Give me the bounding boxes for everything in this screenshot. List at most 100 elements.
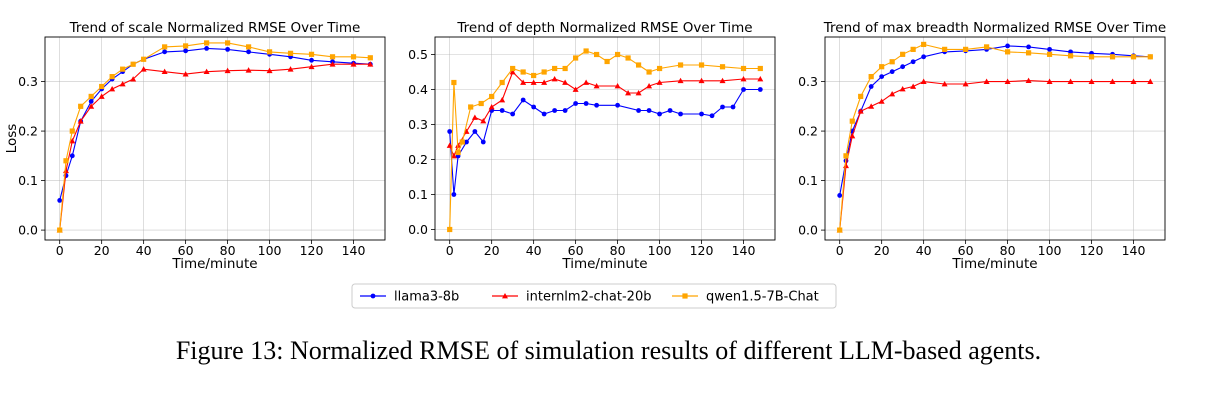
- x-tick-label: 100: [648, 243, 672, 258]
- data-point: [1130, 54, 1137, 60]
- data-point: [625, 55, 631, 61]
- data-point: [594, 51, 600, 58]
- y-tick-label: 0.1: [408, 187, 428, 202]
- legend-label: llama3-8b: [394, 290, 459, 305]
- data-point: [583, 101, 589, 106]
- data-point: [910, 59, 916, 65]
- data-point: [1046, 78, 1053, 84]
- series-line: [839, 43, 1151, 231]
- data-point: [183, 48, 189, 54]
- data-point: [740, 65, 747, 72]
- data-point: [266, 67, 273, 74]
- chart-title: Trend of scale Normalized RMSE Over Time: [69, 20, 361, 36]
- data-point: [962, 81, 969, 87]
- data-point: [510, 111, 516, 117]
- series-llama3-8b: [57, 45, 373, 203]
- series-line: [449, 50, 761, 230]
- data-point: [480, 118, 487, 124]
- x-tick-label: 100: [258, 243, 282, 258]
- data-point: [471, 114, 478, 120]
- data-point: [551, 76, 558, 82]
- data-point: [468, 104, 474, 110]
- data-point: [183, 43, 189, 49]
- data-point: [667, 108, 673, 113]
- data-point: [287, 50, 294, 56]
- data-point: [472, 129, 478, 134]
- x-tick-label: 140: [732, 243, 756, 258]
- data-point: [615, 102, 620, 108]
- data-point: [478, 100, 484, 107]
- x-tick-label: 20: [94, 243, 110, 258]
- data-point: [447, 129, 453, 134]
- data-point: [531, 104, 537, 110]
- data-point: [583, 79, 590, 85]
- x-tick-label: 140: [1122, 243, 1146, 258]
- data-point: [63, 158, 69, 164]
- x-axis-label: Time/minute: [561, 256, 647, 272]
- data-point: [698, 62, 705, 68]
- data-point: [1088, 54, 1095, 60]
- data-point: [604, 58, 610, 65]
- data-point: [451, 79, 457, 86]
- x-tick-label: 40: [916, 243, 932, 258]
- data-point: [120, 66, 126, 72]
- data-point: [656, 79, 663, 85]
- data-point: [367, 55, 373, 61]
- x-tick-label: 40: [136, 243, 152, 258]
- x-tick-label: 60: [568, 243, 584, 258]
- data-point: [1147, 54, 1153, 60]
- series-line: [839, 80, 1151, 231]
- series-line: [449, 88, 761, 195]
- data-point: [879, 64, 885, 70]
- data-point: [757, 87, 763, 92]
- data-point: [367, 61, 374, 67]
- axes-frame: [44, 36, 386, 241]
- data-point: [719, 77, 726, 84]
- data-point: [57, 197, 63, 203]
- data-point: [983, 78, 990, 84]
- data-point: [594, 102, 600, 108]
- series-line: [59, 63, 371, 231]
- chart-panel-2: 0 20 40 60 80 100 120 140 0.0 0.1 0.2 0.3 0.4 0.5 Tren…: [408, 20, 776, 272]
- data-point: [719, 64, 726, 70]
- legend-label: internlm2-chat-20b: [526, 290, 651, 305]
- chart-title: Trend of max breadth Normalized RMSE Ove…: [823, 20, 1166, 36]
- data-point: [573, 101, 579, 106]
- data-point: [489, 93, 495, 100]
- data-point: [709, 113, 715, 119]
- legend: llama3-8b internlm2-chat-20b qwen1.5-7B-Ch…: [351, 283, 837, 309]
- data-point: [1005, 43, 1010, 49]
- data-point: [730, 104, 736, 110]
- data-point: [625, 90, 632, 96]
- y-tick-label: 0.3: [18, 74, 38, 89]
- data-point: [520, 97, 526, 103]
- data-point: [78, 103, 84, 109]
- data-point: [88, 93, 94, 100]
- data-point: [88, 103, 95, 109]
- y-tick-label: 0.3: [798, 74, 818, 89]
- data-point: [224, 40, 231, 46]
- data-point: [740, 76, 747, 82]
- x-tick-label: 40: [526, 243, 542, 258]
- data-point: [350, 54, 357, 60]
- data-point: [1026, 44, 1031, 50]
- data-point: [889, 90, 896, 97]
- data-point: [900, 51, 906, 57]
- data-point: [635, 62, 642, 68]
- data-point: [69, 128, 75, 134]
- data-point: [849, 133, 856, 139]
- data-point: [552, 108, 558, 113]
- x-axis-label: Time/minute: [171, 256, 257, 272]
- data-point: [140, 66, 147, 72]
- data-point: [541, 111, 547, 117]
- y-tick-label: 0.0: [408, 222, 428, 237]
- data-point: [677, 62, 684, 68]
- data-point: [757, 76, 764, 82]
- series-qwen1-5-7b-chat: [57, 40, 373, 233]
- data-point: [942, 46, 948, 52]
- legend-item-2: internlm2-chat-20b: [492, 290, 651, 305]
- series-llama3-8b: [447, 87, 763, 197]
- data-point: [520, 79, 527, 85]
- data-point: [889, 69, 895, 75]
- x-axis-label: Time/minute: [951, 256, 1037, 272]
